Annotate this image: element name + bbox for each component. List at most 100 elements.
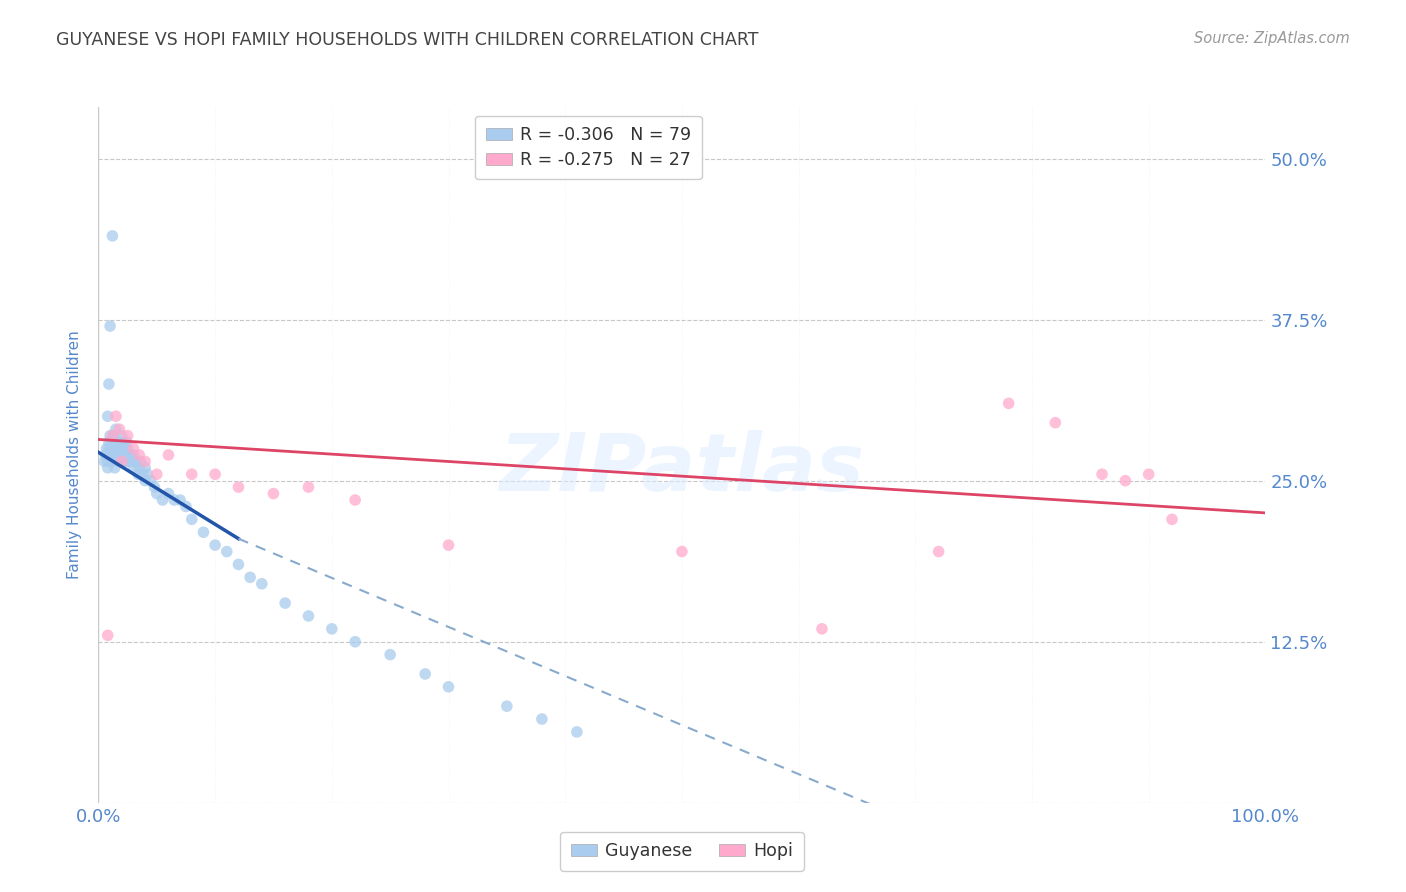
Point [344,634,367,648]
Point [97,435,120,450]
Point [98,428,121,442]
Point [110,454,132,468]
Point [174,500,197,514]
Point [146,467,169,482]
Point [111,435,134,450]
Point [146,486,169,500]
Point [117,454,139,468]
Point [811,622,834,636]
Point [134,454,156,468]
Point [134,460,156,475]
Point [111,454,134,468]
Point [157,486,180,500]
Point [103,428,125,442]
Point [139,474,162,488]
Point [128,460,150,475]
Point [108,448,131,462]
Point [671,544,693,558]
Text: ZIPatlas: ZIPatlas [499,430,865,508]
Point [104,435,127,450]
Point [125,454,148,468]
Point [97,377,120,392]
Point [262,486,284,500]
Point [193,525,215,540]
Point [228,480,250,494]
Point [111,442,134,456]
Point [114,454,136,468]
Point [163,493,186,508]
Legend: Guyanese, Hopi: Guyanese, Hopi [560,832,804,871]
Point [250,576,273,591]
Point [437,538,460,552]
Point [297,480,319,494]
Point [120,448,142,462]
Point [157,448,180,462]
Point [128,448,150,462]
Point [104,448,127,462]
Point [180,467,202,482]
Point [104,409,127,424]
Point [111,428,134,442]
Point [378,648,402,662]
Point [122,460,145,475]
Point [112,442,135,456]
Point [152,493,174,508]
Point [97,628,120,642]
Point [100,454,122,468]
Point [204,538,226,552]
Point [97,442,120,456]
Point [121,454,143,468]
Point [105,442,128,456]
Point [129,454,152,468]
Point [122,448,145,462]
Point [997,396,1019,410]
Point [274,596,297,610]
Point [96,442,118,456]
Point [101,448,124,462]
Point [108,442,131,456]
Point [105,454,128,468]
Point [127,467,149,482]
Point [97,409,120,424]
Point [101,428,124,442]
Point [93,454,115,468]
Point [103,442,125,456]
Point [122,442,145,456]
Y-axis label: Family Households with Children: Family Households with Children [67,331,83,579]
Point [1137,467,1160,482]
Point [132,467,155,482]
Point [321,622,343,636]
Point [118,448,141,462]
Point [1161,512,1184,526]
Point [117,428,139,442]
Point [101,435,124,450]
Point [344,493,367,508]
Point [143,480,166,494]
Point [1091,467,1114,482]
Point [108,422,131,436]
Point [1045,416,1067,430]
Point [104,422,127,436]
Point [495,699,517,714]
Point [112,448,135,462]
Point [98,448,121,462]
Point [107,435,129,450]
Point [94,448,117,462]
Point [180,512,202,526]
Point [928,544,950,558]
Point [98,319,121,334]
Point [100,442,122,456]
Point [117,442,139,456]
Point [565,725,588,739]
Point [169,493,191,508]
Point [136,467,159,482]
Point [1114,474,1136,488]
Text: Source: ZipAtlas.com: Source: ZipAtlas.com [1194,31,1350,46]
Point [297,609,319,624]
Point [215,544,238,558]
Point [530,712,553,726]
Point [134,474,156,488]
Point [239,570,262,584]
Point [111,454,134,468]
Point [104,448,127,462]
